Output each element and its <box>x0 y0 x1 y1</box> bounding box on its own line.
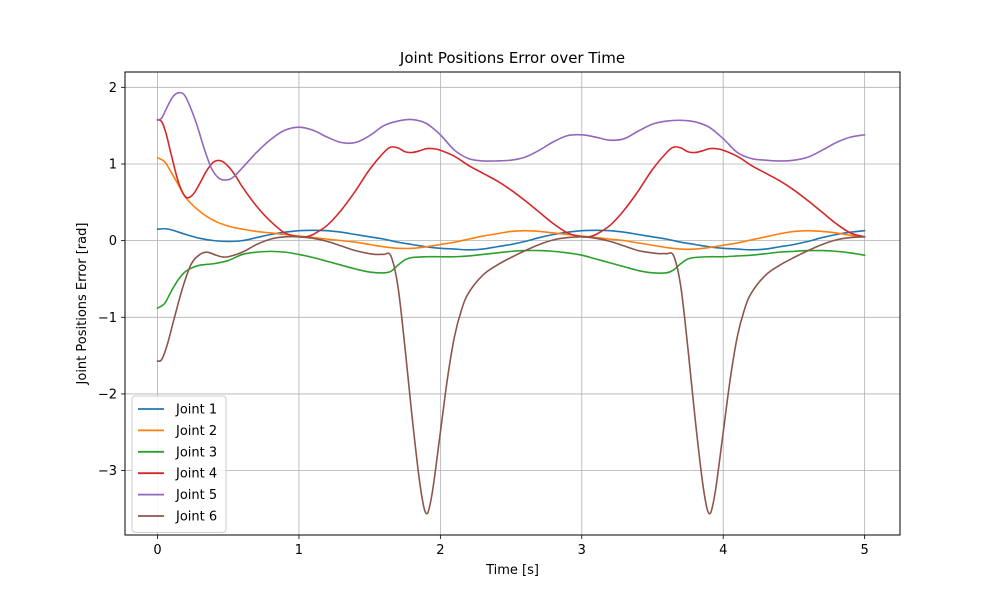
legend: Joint 1 Joint 2 Joint 3 Joint 4 Joint 5 Joint… <box>131 395 227 533</box>
x-tick-label: 2 <box>436 543 444 558</box>
series-line-joint-6 <box>156 235 866 515</box>
y-tick-label: −3 <box>98 464 117 479</box>
axis-ticks: 0 1 2 3 4 5 2 1 0 −1 −2 −3 <box>98 81 869 558</box>
x-tick-label: 3 <box>578 543 586 558</box>
y-tick-label: 0 <box>109 234 117 249</box>
y-axis-label: Joint Positions Error [rad] <box>75 223 90 386</box>
series-line-joint-5 <box>156 91 866 181</box>
y-tick-label: −1 <box>98 311 117 326</box>
y-tick-label: −2 <box>98 387 117 402</box>
plot-frame <box>124 71 901 536</box>
x-tick-label: 0 <box>153 543 161 558</box>
legend-label: Joint 4 <box>175 467 217 482</box>
series-line-joint-3 <box>156 249 866 309</box>
legend-label: Joint 1 <box>175 403 217 418</box>
grid-lines <box>125 72 900 535</box>
legend-label: Joint 2 <box>175 424 217 439</box>
legend-label: Joint 5 <box>175 488 217 503</box>
series-line-joint-2 <box>156 157 866 251</box>
x-tick-label: 1 <box>295 543 303 558</box>
x-axis-label: Time [s] <box>485 563 539 578</box>
x-tick-label: 5 <box>861 543 869 558</box>
series-line-joint-1 <box>156 227 866 251</box>
legend-label: Joint 6 <box>175 510 217 525</box>
legend-label: Joint 3 <box>175 445 217 460</box>
y-tick-label: 2 <box>109 81 117 96</box>
series-line-joint-4 <box>156 118 866 238</box>
data-series <box>156 91 866 515</box>
chart-title: Joint Positions Error over Time <box>399 49 625 67</box>
x-tick-label: 4 <box>719 543 727 558</box>
y-tick-label: 1 <box>109 157 117 172</box>
